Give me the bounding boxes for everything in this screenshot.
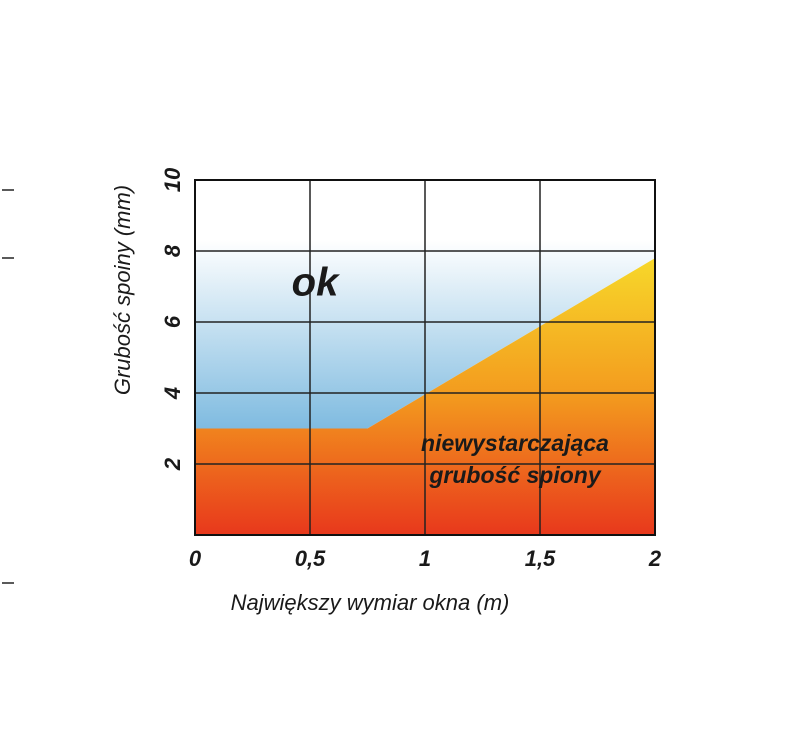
x-tick-label: 1 <box>419 546 431 571</box>
y-tick-label: 10 <box>160 167 185 192</box>
x-tick-label: 0 <box>189 546 202 571</box>
x-tick-label: 2 <box>648 546 662 571</box>
x-axis-label: Największy wymiar okna (m) <box>231 590 510 615</box>
y-tick-label: 8 <box>160 244 185 257</box>
x-tick-label: 0,5 <box>295 546 326 571</box>
y-tick-label: 4 <box>160 387 185 400</box>
page-margin-marks <box>2 189 14 584</box>
y-tick-label: 6 <box>160 315 185 328</box>
plot-frame <box>194 179 656 536</box>
annotation: niewystarczająca <box>421 430 609 456</box>
y-tick-label: 2 <box>160 457 185 471</box>
annotation: grubość spiony <box>428 462 601 488</box>
annotation: ok <box>292 261 340 305</box>
plot <box>194 179 656 536</box>
x-tick-label: 1,5 <box>525 546 556 571</box>
y-axis-label: Grubość spoiny (mm) <box>110 185 135 395</box>
